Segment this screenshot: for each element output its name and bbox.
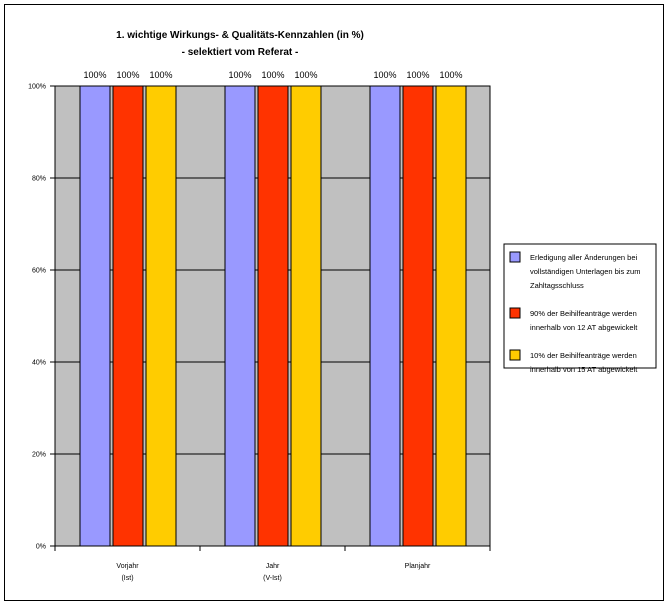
data-label: 100%: [294, 70, 317, 80]
plot-area: 100% 100% 100% 100% 100% 100% 100% 100% 100% 0% 20…: [28, 70, 491, 582]
y-tick-label: 20%: [32, 452, 46, 459]
legend-entry: 10% der Beihilfeanträge werden: [530, 351, 637, 360]
legend-entry: innerhalb von 15 AT abgewickelt: [530, 365, 638, 374]
category-label: Jahr: [266, 563, 280, 570]
bar: [402, 85, 434, 547]
bar: [224, 85, 256, 547]
data-label: 100%: [261, 70, 284, 80]
bar: [112, 85, 144, 547]
bar: [257, 85, 289, 547]
chart-subtitle: - selektiert vom Referat -: [182, 47, 299, 58]
data-label: 100%: [439, 70, 462, 80]
y-tick-label: 60%: [32, 268, 46, 275]
legend-entry: Erledigung aller Änderungen bei: [530, 253, 637, 262]
data-label: 100%: [116, 70, 139, 80]
category-label: Planjahr: [405, 563, 431, 570]
legend: Erledigung aller Änderungen bei vollständ…: [503, 243, 657, 374]
y-tick-label: 40%: [32, 360, 46, 367]
category-label: Vorjahr: [116, 563, 139, 570]
bar: [145, 85, 177, 547]
data-label: 100%: [373, 70, 396, 80]
category-label: (V-Ist): [263, 575, 282, 582]
chart-title: 1. wichtige Wirkungs- & Qualitäts-Kennza…: [116, 30, 364, 41]
bar: [369, 85, 401, 547]
bar: [435, 85, 467, 547]
data-label: 100%: [83, 70, 106, 80]
legend-swatch: [509, 349, 521, 361]
data-label: 100%: [406, 70, 429, 80]
legend-swatch: [509, 251, 521, 263]
legend-entry: Zahltagsschluss: [530, 281, 584, 290]
legend-box: [503, 243, 657, 369]
category-label: (Ist): [121, 575, 133, 582]
bar: [290, 85, 322, 547]
legend-entry: vollständigen Unterlagen bis zum: [530, 267, 640, 276]
data-label: 100%: [228, 70, 251, 80]
y-tick-label: 100%: [28, 84, 46, 91]
legend-entry: innerhalb von 12 AT abgewickelt: [530, 323, 638, 332]
y-tick-label: 0%: [36, 544, 46, 551]
y-tick-label: 80%: [32, 176, 46, 183]
data-label: 100%: [149, 70, 172, 80]
legend-swatch: [509, 307, 521, 319]
bar: [79, 85, 111, 547]
legend-entry: 90% der Beihilfeanträge werden: [530, 309, 637, 318]
